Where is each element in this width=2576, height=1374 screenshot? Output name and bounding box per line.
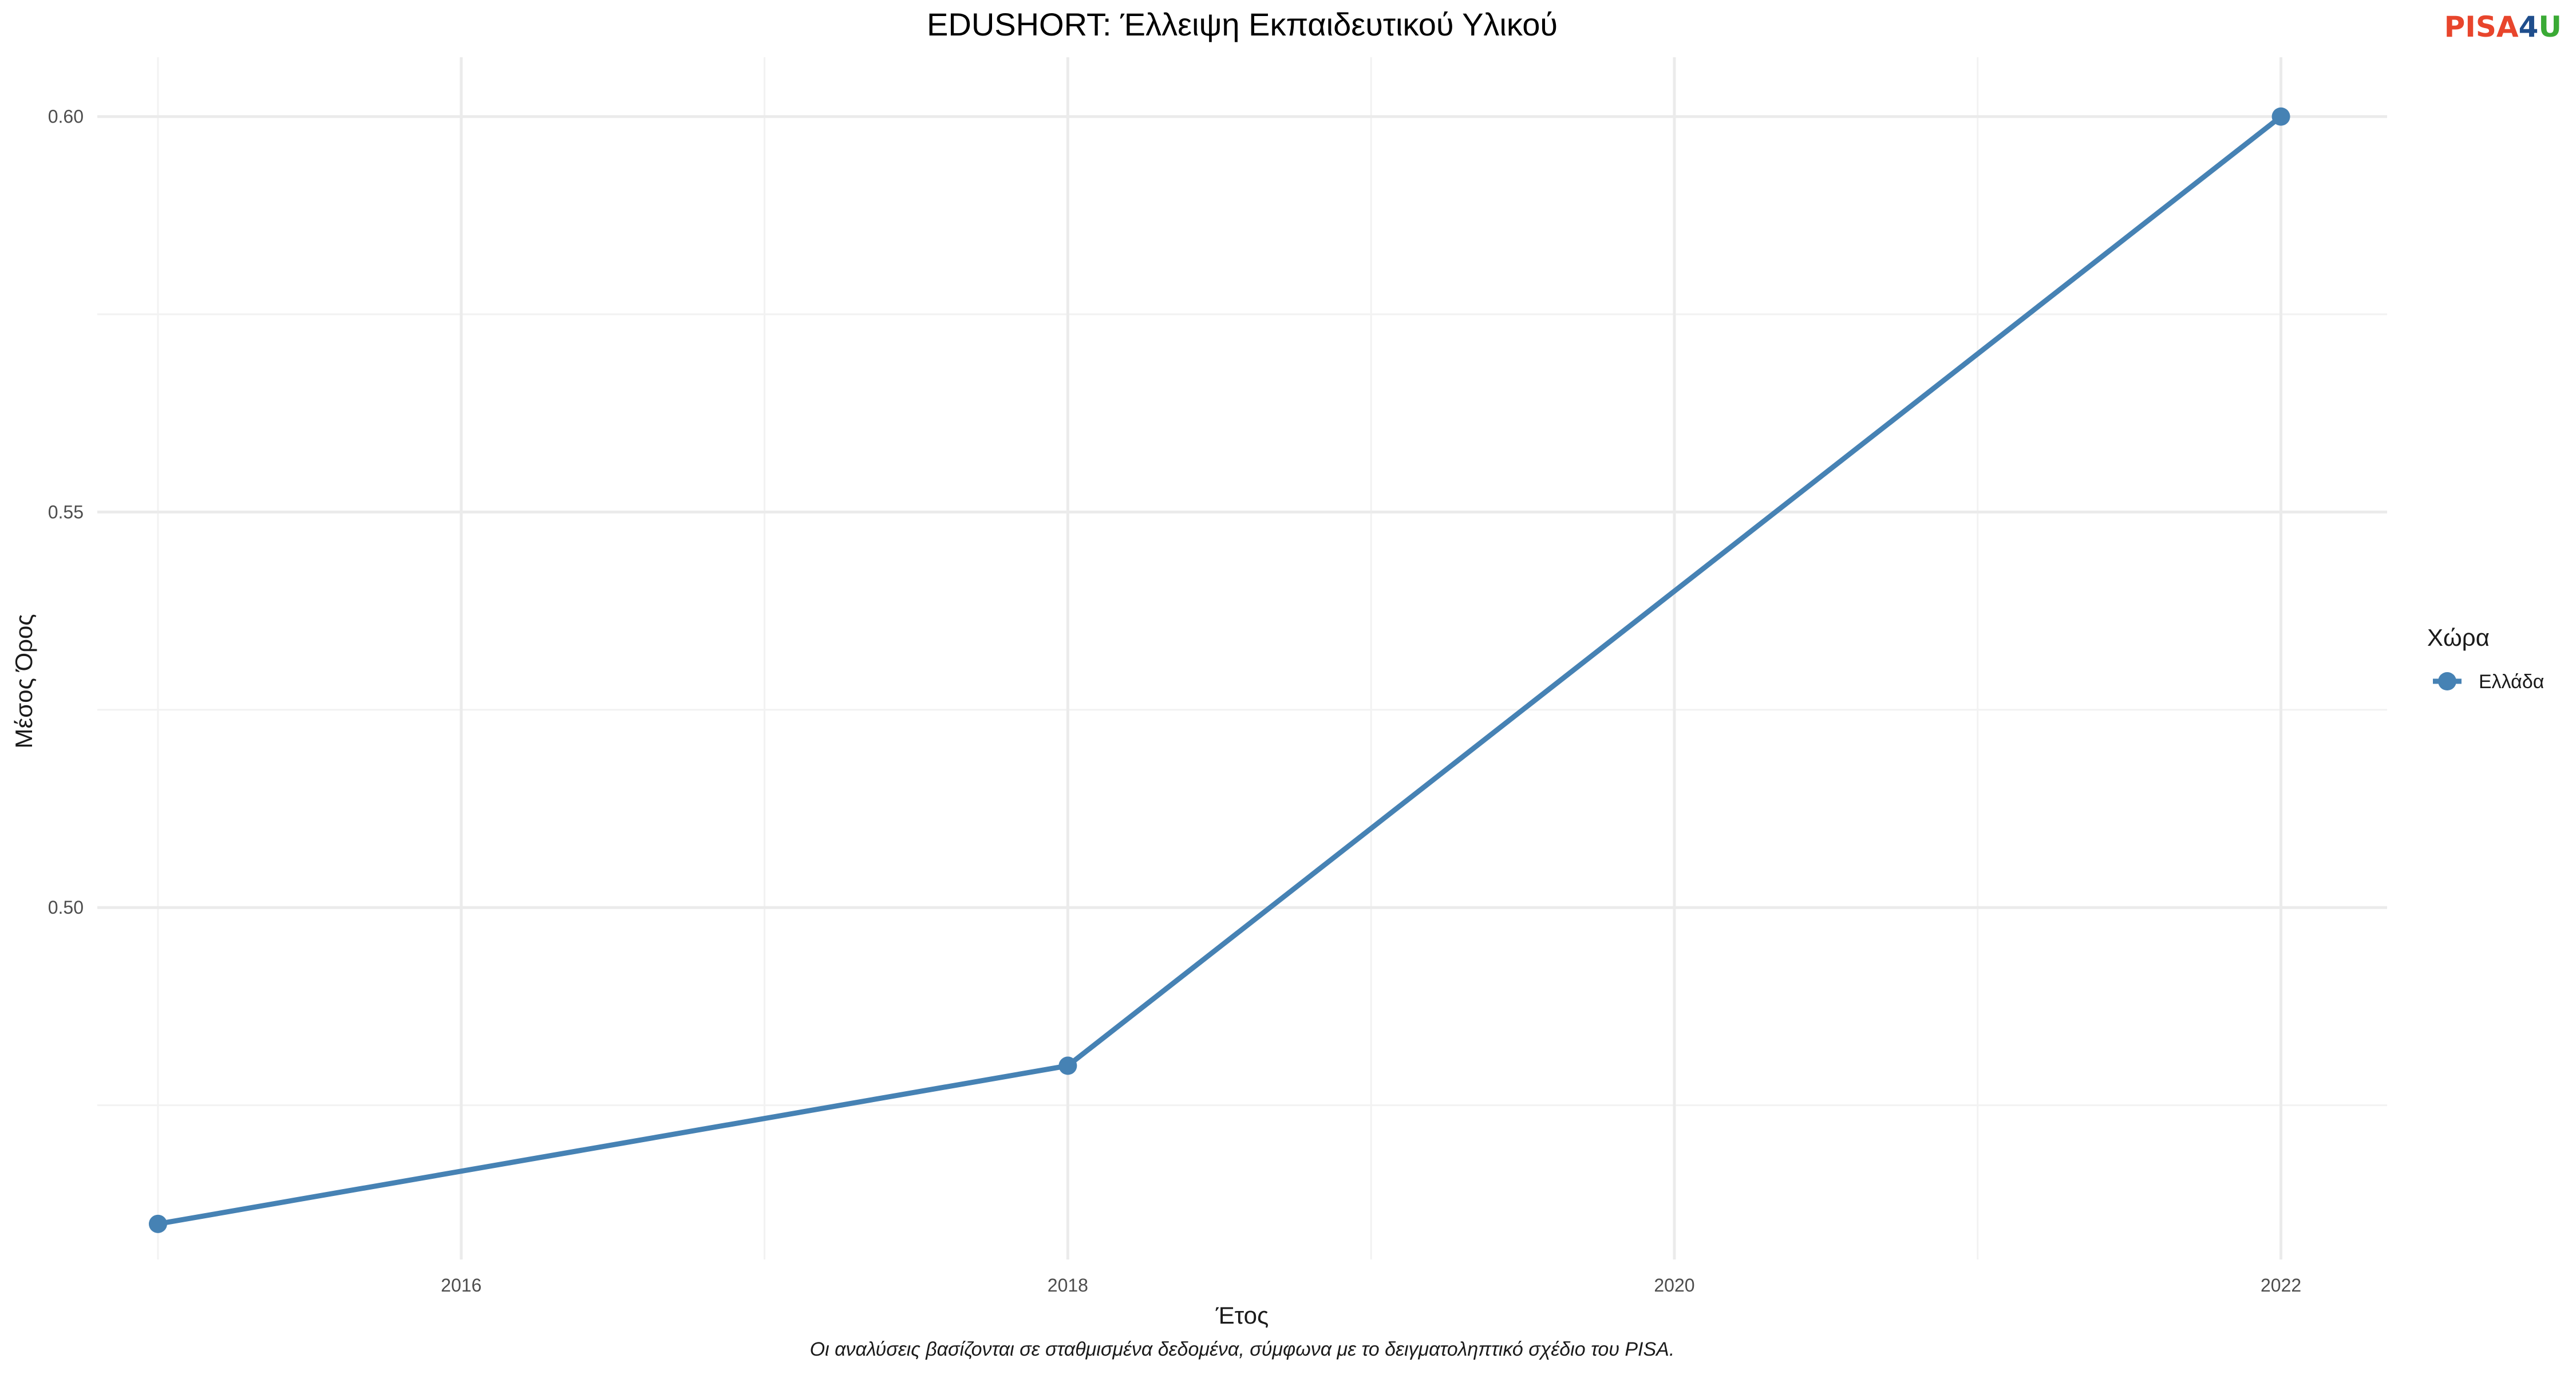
legend-key-point xyxy=(2438,672,2456,690)
logo-part-pisa: PISA xyxy=(2444,10,2519,44)
x-tick-label: 2016 xyxy=(441,1275,481,1296)
pisa4u-logo: PISA4U xyxy=(2444,10,2562,44)
data-point xyxy=(148,1214,167,1233)
data-point xyxy=(2271,107,2290,126)
data-point xyxy=(1058,1056,1077,1075)
legend: Χώρα Ελλάδα xyxy=(2427,624,2544,693)
x-axis-tick-labels: 2016 2018 2020 2022 xyxy=(441,1275,2301,1296)
x-tick-label: 2020 xyxy=(1654,1275,1694,1296)
legend-label: Ελλάδα xyxy=(2479,671,2544,693)
y-tick-label: 0.60 xyxy=(48,106,84,127)
logo-part-4: 4 xyxy=(2519,10,2539,44)
minor-gridlines xyxy=(97,57,2387,1260)
x-tick-label: 2022 xyxy=(2261,1275,2301,1296)
x-tick-label: 2018 xyxy=(1048,1275,1088,1296)
legend-items: Ελλάδα xyxy=(2433,671,2544,693)
x-axis-title: Έτος xyxy=(1215,1302,1269,1329)
chart-title: EDUSHORT: Έλλειψη Εκπαιδευτικού Υλικού xyxy=(927,6,1558,42)
y-axis-tick-labels: 0.50 0.55 0.60 xyxy=(48,106,84,918)
y-tick-label: 0.55 xyxy=(48,502,84,522)
chart-caption: Οι αναλύσεις βασίζονται σε σταθμισμένα δ… xyxy=(810,1339,1675,1360)
legend-title: Χώρα xyxy=(2427,624,2490,651)
logo-part-u: U xyxy=(2538,10,2562,44)
series-layer xyxy=(148,107,2290,1233)
y-tick-label: 0.50 xyxy=(48,897,84,918)
y-axis-title: Μέσος Όρος xyxy=(10,614,37,749)
major-gridlines xyxy=(97,57,2387,1260)
